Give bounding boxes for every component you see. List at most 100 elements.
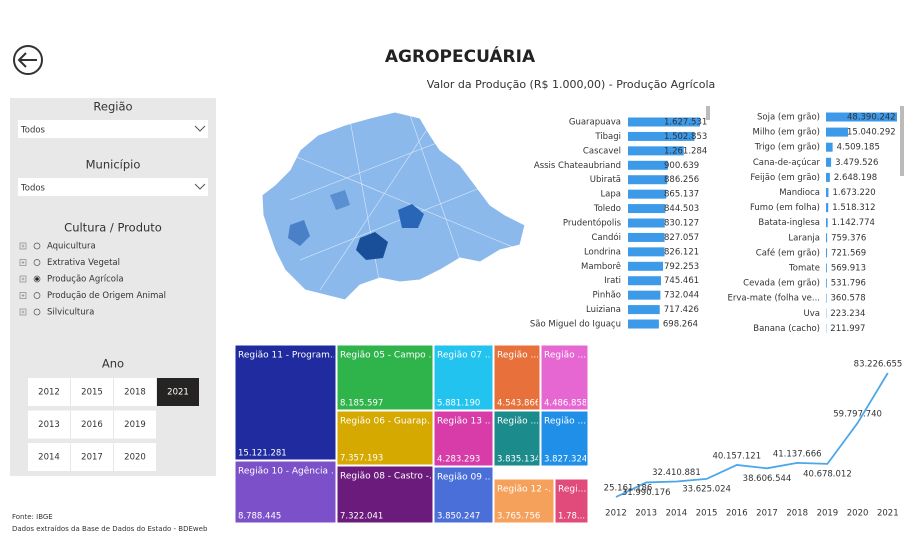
back-arrow[interactable] <box>17 52 37 68</box>
region <box>356 232 388 260</box>
chevron[interactable] <box>194 183 206 190</box>
expand-icon[interactable] <box>19 259 27 266</box>
radio[interactable] <box>33 292 41 299</box>
value-label: 732.044 <box>664 291 699 301</box>
bar <box>628 305 660 315</box>
radio-dot[interactable] <box>35 277 39 281</box>
year-label[interactable]: 2014 <box>38 453 60 463</box>
year-button[interactable] <box>28 378 70 406</box>
value-label: 1.502.853 <box>664 132 707 142</box>
bar <box>628 218 665 228</box>
radio[interactable] <box>33 259 41 266</box>
year-label[interactable]: 2018 <box>124 388 146 398</box>
value-label: 717.426 <box>664 305 699 315</box>
expand-icon[interactable] <box>19 275 27 283</box>
category-label: Cana-de-açúcar <box>753 158 821 168</box>
x-tick-label: 2020 <box>847 509 869 519</box>
state-shape <box>261 111 526 301</box>
treemap-cell <box>336 410 434 466</box>
year-button[interactable] <box>157 378 199 406</box>
year-button[interactable] <box>114 378 156 406</box>
region <box>288 220 310 246</box>
category-label: Uva <box>804 309 820 319</box>
dropdown-box[interactable] <box>18 120 208 138</box>
year-button[interactable] <box>71 378 113 406</box>
year-button[interactable] <box>71 443 113 471</box>
scrollbar[interactable] <box>900 106 904 176</box>
category-label: Erva-mate (folha ve... <box>728 294 820 304</box>
option-label[interactable]: Aquicultura <box>47 242 96 252</box>
bar <box>826 157 832 167</box>
option-label[interactable]: Produção de Origem Animal <box>47 291 166 301</box>
expand-plus[interactable] <box>21 244 25 248</box>
expand-plus[interactable] <box>21 277 25 281</box>
treemap-cell <box>493 478 555 524</box>
value-label: 830.127 <box>664 219 699 229</box>
bar <box>826 293 827 303</box>
cell-label: Região 08 - Castro -... <box>340 472 438 482</box>
year-label[interactable]: 2016 <box>81 420 103 430</box>
expand-plus[interactable] <box>21 294 25 297</box>
value-label: 1.261.284 <box>664 146 707 156</box>
category-label: Toledo <box>593 204 621 214</box>
bar <box>826 127 849 137</box>
year-label[interactable]: 2015 <box>81 388 103 398</box>
bar <box>628 247 665 257</box>
year-label[interactable]: 2013 <box>38 420 60 430</box>
dropdown-box[interactable] <box>18 178 208 196</box>
dropdown-value[interactable]: Todos <box>20 126 46 136</box>
chevron[interactable] <box>194 125 206 132</box>
category-label: Prudentópolis <box>563 218 622 229</box>
back-circle[interactable] <box>13 45 43 75</box>
treemap-cell <box>336 344 434 411</box>
scrollbar[interactable] <box>706 106 710 120</box>
year-label[interactable]: 2021 <box>167 388 189 398</box>
bar <box>826 142 833 152</box>
year-button[interactable] <box>28 443 70 471</box>
option-label[interactable]: Extrativa Vegetal <box>47 258 120 268</box>
option-label[interactable]: Produção Agrícola <box>47 275 124 285</box>
year-label[interactable]: 2017 <box>81 453 103 463</box>
value-label: 865.137 <box>664 190 699 200</box>
cell-value: 3.835.134 <box>497 455 540 465</box>
value-label: 1.627.531 <box>664 118 707 128</box>
page-title: AGROPECUÁRIA <box>385 45 536 67</box>
value-label: 844.503 <box>664 204 699 214</box>
x-tick-label: 2019 <box>817 509 839 519</box>
year-button[interactable] <box>71 410 113 439</box>
dropdown-value[interactable]: Todos <box>20 184 46 194</box>
year-label[interactable]: 2012 <box>38 388 60 398</box>
expand-icon[interactable] <box>19 308 27 316</box>
radio[interactable] <box>33 275 41 283</box>
year-button[interactable] <box>28 410 70 439</box>
dropdown[interactable]: Todos <box>18 120 208 138</box>
bar <box>628 117 700 127</box>
bar <box>628 232 665 242</box>
back-button[interactable] <box>13 45 43 75</box>
x-tick-label: 2012 <box>605 509 627 519</box>
radio[interactable] <box>33 242 41 250</box>
bar <box>826 172 830 182</box>
year-label[interactable]: 2019 <box>124 420 146 430</box>
value-label: 223.234 <box>830 309 865 319</box>
value-label: 83.226.655 <box>854 360 903 370</box>
dropdown[interactable]: Todos <box>18 178 208 196</box>
radio[interactable] <box>33 308 41 316</box>
value-label: 721.569 <box>831 248 866 258</box>
expand-icon[interactable] <box>19 242 27 250</box>
option-label[interactable]: Silvicultura <box>47 308 94 318</box>
year-button[interactable] <box>114 410 156 439</box>
year-label[interactable]: 2020 <box>124 453 146 463</box>
cell-label: Região 05 - Campo ... <box>340 351 437 361</box>
expand-plus[interactable] <box>21 261 25 264</box>
bar <box>628 175 668 185</box>
cell-label: Região ... <box>544 351 586 361</box>
value-label: 211.997 <box>830 324 865 334</box>
year-button[interactable] <box>114 443 156 471</box>
value-label: 41.137.666 <box>773 449 822 459</box>
region <box>330 190 350 210</box>
category-label: Banana (cacho) <box>753 324 820 334</box>
expand-plus[interactable] <box>21 310 25 314</box>
expand-icon[interactable] <box>19 292 27 299</box>
